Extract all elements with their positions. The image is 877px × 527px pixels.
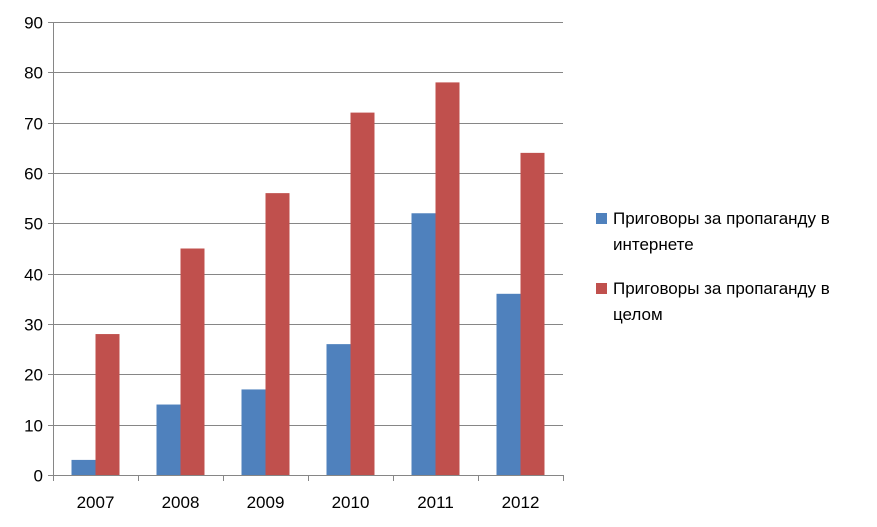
x-tick-label: 2010 xyxy=(332,493,370,512)
bar-internet-2011 xyxy=(411,213,436,475)
legend-label-total: Приговоры за пропаганду в целом xyxy=(613,279,830,324)
y-axis: 0 10 20 30 40 50 60 70 80 90 xyxy=(24,14,54,486)
y-tick-label: 40 xyxy=(24,266,43,285)
y-tick-label: 50 xyxy=(24,215,43,234)
legend-item-total: Приговоры за пропаганду в целом xyxy=(596,276,866,328)
y-tick-label: 80 xyxy=(24,64,43,83)
x-tick-label: 2008 xyxy=(162,493,200,512)
y-tick-label: 70 xyxy=(24,115,43,134)
y-tick-label: 0 xyxy=(34,467,43,486)
legend-item-internet: Приговоры за пропаганду в интернете xyxy=(596,206,866,258)
x-tick-label: 2009 xyxy=(247,493,285,512)
bar-internet-2010 xyxy=(326,344,351,475)
y-tick-label: 90 xyxy=(24,14,43,33)
bar-total-2012 xyxy=(520,152,545,475)
y-tick-label: 10 xyxy=(24,417,43,436)
bar-total-2011 xyxy=(435,82,460,476)
y-tick-label: 60 xyxy=(24,165,43,184)
y-tick-label: 20 xyxy=(24,366,43,385)
bar-total-2010 xyxy=(350,112,375,475)
bars xyxy=(71,82,545,476)
x-tick-label: 2007 xyxy=(77,493,115,512)
bar-internet-2012 xyxy=(496,293,521,475)
bar-total-2008 xyxy=(180,248,205,475)
y-tick-label: 30 xyxy=(24,316,43,335)
bar-internet-2009 xyxy=(241,389,266,475)
legend-swatch-internet xyxy=(596,213,607,224)
legend-swatch-total xyxy=(596,283,607,294)
bar-total-2009 xyxy=(265,193,290,475)
x-tick-label: 2011 xyxy=(417,493,454,512)
legend-label-internet: Приговоры за пропаганду в интернете xyxy=(613,209,830,254)
bar-internet-2008 xyxy=(156,404,181,475)
x-tick-label: 2012 xyxy=(502,493,540,512)
gridlines xyxy=(53,22,563,426)
bar-internet-2007 xyxy=(71,459,96,475)
bar-total-2007 xyxy=(95,334,120,475)
x-axis: 2007 2008 2009 2010 2011 2012 xyxy=(53,475,564,512)
legend: Приговоры за пропаганду в интернете Приг… xyxy=(596,206,866,346)
